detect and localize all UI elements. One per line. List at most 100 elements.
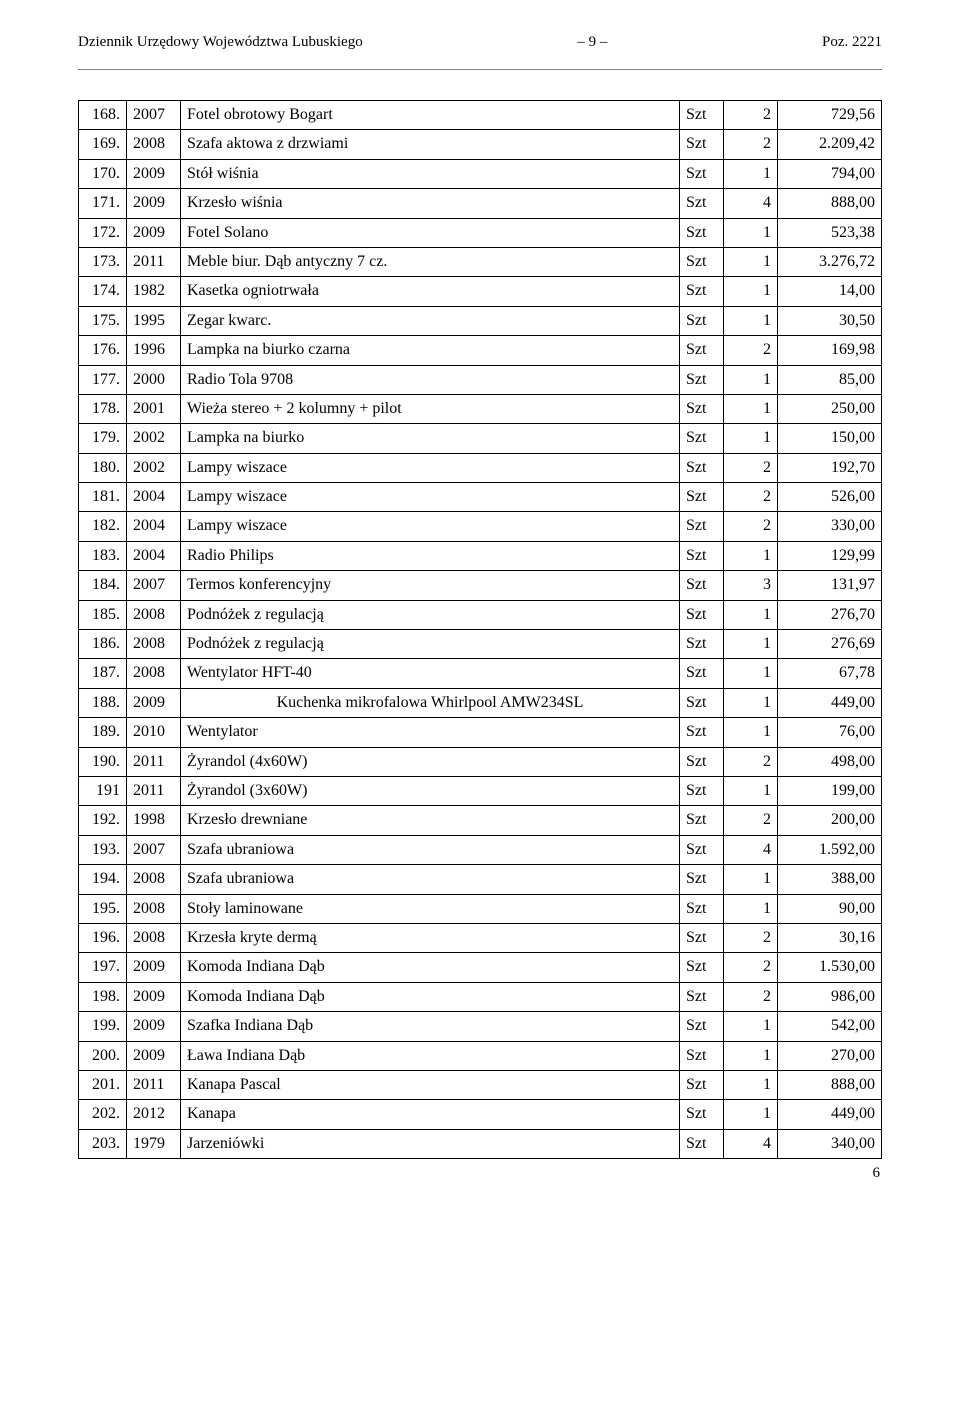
cell-desc: Zegar kwarc.: [181, 306, 680, 335]
table-row: 201.2011Kanapa PascalSzt1888,00: [79, 1070, 882, 1099]
cell-qty: 2: [724, 982, 778, 1011]
cell-unit: Szt: [680, 806, 724, 835]
cell-desc: Stół wiśnia: [181, 159, 680, 188]
cell-val: 30,16: [778, 923, 882, 952]
cell-lp: 179.: [79, 424, 127, 453]
page-header: Dziennik Urzędowy Województwa Lubuskiego…: [78, 34, 882, 51]
cell-unit: Szt: [680, 189, 724, 218]
cell-year: 2009: [127, 218, 181, 247]
cell-val: 270,00: [778, 1041, 882, 1070]
cell-desc: Kanapa Pascal: [181, 1070, 680, 1099]
cell-unit: Szt: [680, 1041, 724, 1070]
cell-qty: 1: [724, 394, 778, 423]
cell-qty: 1: [724, 894, 778, 923]
cell-val: 200,00: [778, 806, 882, 835]
cell-val: 330,00: [778, 512, 882, 541]
table-row: 175.1995Zegar kwarc.Szt130,50: [79, 306, 882, 335]
cell-unit: Szt: [680, 835, 724, 864]
table-row: 174.1982Kasetka ogniotrwałaSzt114,00: [79, 277, 882, 306]
cell-unit: Szt: [680, 1070, 724, 1099]
cell-val: 888,00: [778, 189, 882, 218]
cell-qty: 1: [724, 1012, 778, 1041]
table-row: 187.2008Wentylator HFT-40Szt167,78: [79, 659, 882, 688]
cell-desc: Podnóżek z regulacją: [181, 630, 680, 659]
cell-qty: 1: [724, 541, 778, 570]
cell-val: 542,00: [778, 1012, 882, 1041]
cell-desc: Podnóżek z regulacją: [181, 600, 680, 629]
cell-lp: 170.: [79, 159, 127, 188]
table-row: 179.2002Lampka na biurkoSzt1150,00: [79, 424, 882, 453]
cell-val: 276,69: [778, 630, 882, 659]
cell-qty: 1: [724, 688, 778, 717]
cell-qty: 1: [724, 776, 778, 805]
cell-lp: 173.: [79, 247, 127, 276]
table-row: 197.2009Komoda Indiana DąbSzt21.530,00: [79, 953, 882, 982]
cell-desc: Szafa ubraniowa: [181, 835, 680, 864]
cell-lp: 194.: [79, 865, 127, 894]
cell-lp: 172.: [79, 218, 127, 247]
cell-desc: Kuchenka mikrofalowa Whirlpool AMW234SL: [181, 688, 680, 717]
cell-val: 794,00: [778, 159, 882, 188]
cell-unit: Szt: [680, 776, 724, 805]
table-row: 189.2010WentylatorSzt176,00: [79, 718, 882, 747]
table-row: 194.2008Szafa ubraniowaSzt1388,00: [79, 865, 882, 894]
cell-year: 2008: [127, 894, 181, 923]
cell-desc: Kasetka ogniotrwała: [181, 277, 680, 306]
cell-year: 2008: [127, 600, 181, 629]
cell-val: 250,00: [778, 394, 882, 423]
cell-lp: 201.: [79, 1070, 127, 1099]
cell-qty: 4: [724, 189, 778, 218]
cell-desc: Stoły laminowane: [181, 894, 680, 923]
cell-year: 2009: [127, 953, 181, 982]
cell-lp: 202.: [79, 1100, 127, 1129]
table-row: 177.2000Radio Tola 9708Szt185,00: [79, 365, 882, 394]
cell-val: 129,99: [778, 541, 882, 570]
table-row: 192.1998Krzesło drewnianeSzt2200,00: [79, 806, 882, 835]
cell-desc: Lampy wiszace: [181, 512, 680, 541]
cell-unit: Szt: [680, 130, 724, 159]
cell-year: 2007: [127, 101, 181, 130]
cell-lp: 188.: [79, 688, 127, 717]
header-right: Poz. 2221: [822, 34, 882, 51]
cell-qty: 2: [724, 336, 778, 365]
cell-unit: Szt: [680, 1100, 724, 1129]
table-row: 185.2008Podnóżek z regulacjąSzt1276,70: [79, 600, 882, 629]
table-row: 178.2001Wieża stereo + 2 kolumny + pilot…: [79, 394, 882, 423]
cell-qty: 2: [724, 806, 778, 835]
cell-year: 2008: [127, 923, 181, 952]
cell-lp: 177.: [79, 365, 127, 394]
table-row: 190.2011Żyrandol (4x60W)Szt2498,00: [79, 747, 882, 776]
cell-qty: 1: [724, 365, 778, 394]
cell-unit: Szt: [680, 1012, 724, 1041]
table-row: 200.2009Ława Indiana DąbSzt1270,00: [79, 1041, 882, 1070]
cell-lp: 190.: [79, 747, 127, 776]
table-row: 199.2009Szafka Indiana DąbSzt1542,00: [79, 1012, 882, 1041]
cell-year: 2001: [127, 394, 181, 423]
cell-unit: Szt: [680, 659, 724, 688]
cell-val: 388,00: [778, 865, 882, 894]
cell-lp: 195.: [79, 894, 127, 923]
cell-lp: 189.: [79, 718, 127, 747]
cell-lp: 168.: [79, 101, 127, 130]
cell-val: 340,00: [778, 1129, 882, 1158]
cell-val: 498,00: [778, 747, 882, 776]
cell-val: 131,97: [778, 571, 882, 600]
cell-year: 2009: [127, 688, 181, 717]
cell-val: 14,00: [778, 277, 882, 306]
cell-qty: 1: [724, 1100, 778, 1129]
cell-desc: Lampy wiszace: [181, 453, 680, 482]
cell-year: 2011: [127, 776, 181, 805]
table-row: 203.1979JarzeniówkiSzt4340,00: [79, 1129, 882, 1158]
cell-lp: 169.: [79, 130, 127, 159]
cell-desc: Meble biur. Dąb antyczny 7 cz.: [181, 247, 680, 276]
cell-desc: Żyrandol (4x60W): [181, 747, 680, 776]
cell-qty: 1: [724, 1070, 778, 1099]
cell-qty: 2: [724, 130, 778, 159]
cell-qty: 1: [724, 247, 778, 276]
cell-val: 90,00: [778, 894, 882, 923]
cell-desc: Żyrandol (3x60W): [181, 776, 680, 805]
cell-unit: Szt: [680, 306, 724, 335]
cell-lp: 178.: [79, 394, 127, 423]
cell-desc: Wentylator: [181, 718, 680, 747]
cell-desc: Komoda Indiana Dąb: [181, 953, 680, 982]
